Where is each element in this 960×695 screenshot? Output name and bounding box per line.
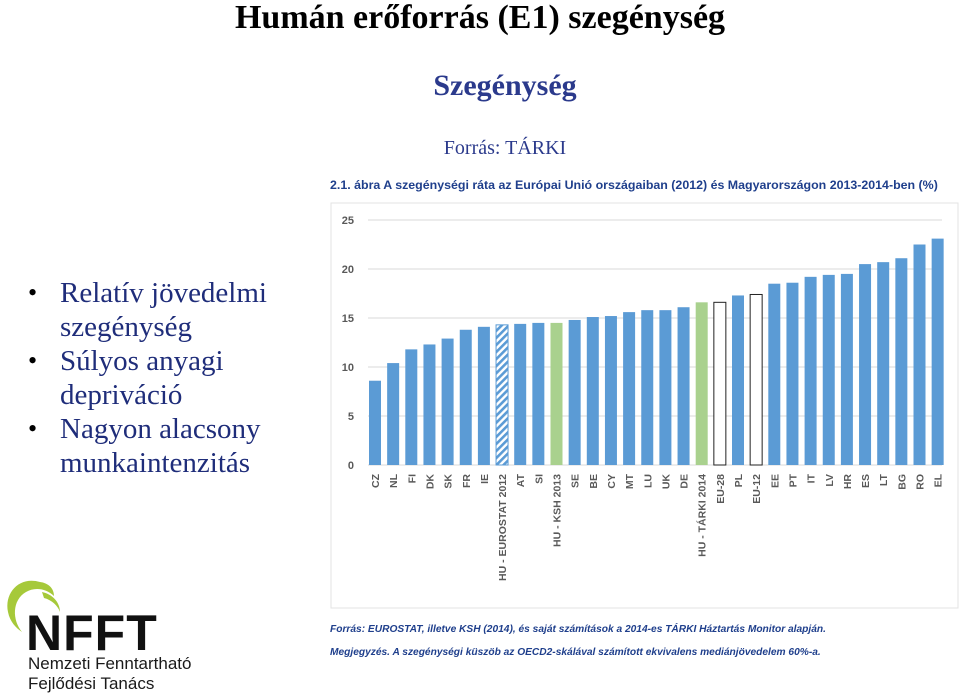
source-note: Forrás: TÁRKI (443, 137, 567, 159)
bullet-text: Relatív jövedelmi (60, 277, 267, 309)
bar (713, 301, 727, 466)
bar (768, 283, 781, 465)
bar (550, 322, 563, 465)
x-tick-label: LU (642, 474, 654, 488)
bar (895, 258, 908, 465)
bullet-item: Relatív jövedelmi szegénység (28, 276, 267, 344)
y-tick-label: 10 (342, 362, 354, 374)
x-tick-label: EE (769, 474, 781, 488)
bar (477, 326, 490, 465)
logo-line-1: Nemzeti Fenntartható (28, 654, 192, 673)
bar (840, 273, 853, 465)
logo-wordmark: NFFT (26, 605, 158, 655)
x-tick-label: MT (624, 473, 636, 489)
chart-title: 2.1. ábra A szegénységi ráta az Európai … (330, 178, 938, 192)
x-tick-label: HU - KSH 2013 (552, 474, 564, 547)
bar (459, 329, 472, 465)
bar (568, 319, 581, 465)
slide-subtitle: Szegénység (433, 69, 577, 102)
x-tick-label: BG (896, 474, 908, 490)
x-tick-label: CZ (370, 473, 382, 488)
x-tick-label: EU-12 (751, 474, 763, 504)
nfft-logo-mark: NFFT (7, 580, 158, 661)
bullet-text: Nagyon alacsony (60, 413, 261, 445)
x-tick-label: EL (933, 473, 945, 487)
x-tick-label: BE (588, 474, 600, 489)
bullet-list: Relatív jövedelmi szegénység Súlyos anya… (28, 276, 267, 480)
x-tick-label: CY (606, 474, 618, 489)
bar (877, 262, 890, 465)
y-tick-label: 15 (342, 313, 354, 325)
x-tick-label: SI (533, 474, 545, 484)
x-tick-label: RO (915, 474, 927, 490)
bar (859, 264, 872, 465)
y-tick-label: 5 (348, 411, 354, 423)
bar (441, 338, 454, 465)
x-tick-label: UK (660, 474, 672, 490)
bar (695, 302, 708, 465)
x-tick-label: PL (733, 473, 745, 487)
x-tick-label: PT (787, 473, 799, 487)
bar (931, 238, 944, 465)
chart-svg: 2.1. ábra A szegénységi ráta az Európai … (330, 178, 959, 658)
x-tick-label: FR (461, 474, 473, 488)
bullet-item: Súlyos anyagi depriváció (28, 344, 267, 412)
bullet-text: Súlyos anyagi (60, 345, 224, 377)
x-tick-label: SK (443, 474, 455, 489)
bar (532, 322, 545, 465)
bar (659, 310, 672, 465)
chart-footnote-source: Forrás: EUROSTAT, illetve KSH (2014), és… (330, 622, 826, 635)
x-tick-label: FI (406, 474, 418, 483)
bar (604, 316, 617, 465)
x-tick-label: LV (824, 474, 836, 487)
x-tick-label: NL (388, 473, 400, 488)
x-tick-label: HU - TÁRKI 2014 (696, 474, 709, 557)
bar (586, 317, 599, 465)
x-tick-label: DK (424, 474, 436, 490)
x-tick-label: HR (842, 474, 854, 490)
bullet-text: depriváció (60, 379, 183, 411)
x-tick-label: HU - EUROSTAT 2012 (497, 474, 509, 581)
bar (677, 307, 690, 465)
x-tick-label: EU-28 (715, 474, 727, 504)
bullet-item: Nagyon alacsony munkaintenzitás (28, 412, 267, 480)
x-tick-label: ES (860, 474, 872, 488)
bar (913, 244, 926, 465)
bar (804, 276, 817, 465)
bar (786, 282, 799, 465)
logo-line-2: Fejlődési Tanács (28, 674, 155, 693)
bar (405, 349, 418, 465)
x-tick-label: IE (479, 474, 491, 484)
bullet-text: szegénység (60, 311, 193, 343)
y-tick-label: 0 (348, 460, 354, 472)
bullet-text: munkaintenzitás (60, 447, 251, 479)
bar (641, 310, 654, 465)
plot-frame (330, 202, 959, 609)
chart-footnote-note: Megjegyzés. A szegénységi küszöb az OECD… (330, 647, 821, 658)
bar (514, 323, 527, 465)
bar (822, 274, 835, 465)
x-tick-label: IT (806, 473, 818, 483)
x-tick-label: AT (515, 473, 527, 487)
bar (732, 295, 744, 465)
x-tick-label: LT (878, 473, 890, 486)
bar (423, 344, 436, 465)
bar (387, 363, 400, 465)
bar (495, 324, 509, 466)
x-tick-label: SE (570, 474, 582, 488)
x-tick-label: DE (679, 474, 691, 489)
bar (623, 312, 636, 465)
bar (749, 293, 763, 466)
nfft-logo: NFFT Nemzeti Fenntartható Fejlődési Taná… (0, 570, 240, 695)
slide-title: Humán erőforrás (E1) szegénység (234, 0, 726, 36)
y-tick-label: 20 (342, 264, 354, 276)
y-tick-label: 25 (342, 215, 354, 227)
bar (369, 380, 381, 465)
poverty-rate-chart: 2.1. ábra A szegénységi ráta az Európai … (330, 170, 960, 665)
